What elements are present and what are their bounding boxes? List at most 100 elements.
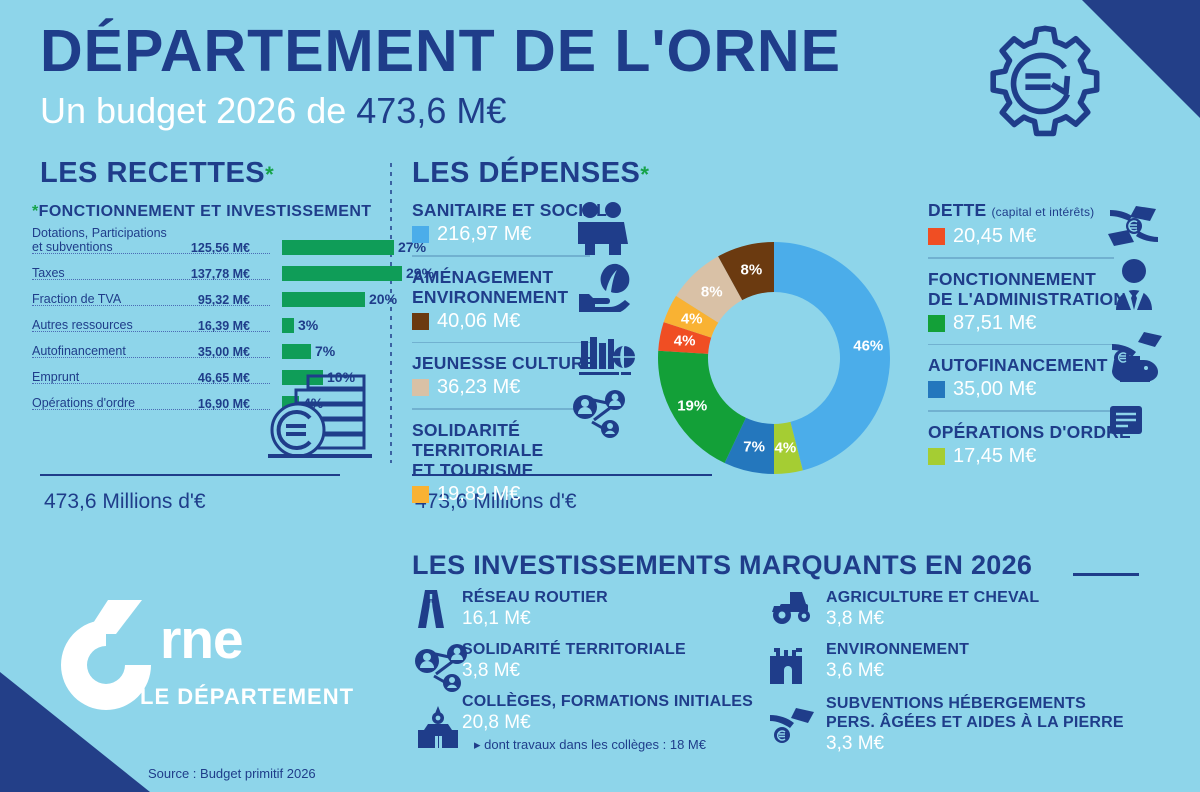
depenses-legend-item: DETTE (capital et intérêts) 20,45 M€ <box>928 200 1138 259</box>
investissement-amount: 20,8 M€ <box>462 712 531 733</box>
investissement-label: ENVIRONNEMENT <box>826 641 970 658</box>
depenses-legend-label: OPÉRATIONS D'ORDRE <box>928 421 1131 442</box>
depenses-total: 473,6 Millions d'€ <box>415 490 577 513</box>
corner-wedge-top-right <box>1082 0 1200 118</box>
depenses-legend-label: SANITAIRE ET SOCIAL <box>412 200 608 220</box>
depenses-heading-text: LES DÉPENSES <box>412 157 641 189</box>
depenses-legend-left: SANITAIRE ET SOCIAL 216,97 M€ AMÉNAGEMENT E… <box>412 200 635 506</box>
stack-of-coins-euro-icon <box>262 372 380 469</box>
donut-slice-label: 19% <box>677 397 708 415</box>
investissement-amount: 16,1 M€ <box>462 608 531 629</box>
recettes-row-amount: 46,65 M€ <box>197 371 250 385</box>
leader-dots <box>32 408 270 410</box>
order-operations-icon <box>1106 400 1146 445</box>
depenses-legend-swatch <box>928 447 945 465</box>
recettes-row-label: Autofinancement <box>32 344 126 358</box>
hands-coin-icon <box>1106 204 1164 255</box>
recettes-heading-star: * <box>265 162 275 187</box>
depenses-legend-label: DETTE (capital et intérêts) <box>928 200 1095 220</box>
recettes-row-bar <box>282 370 323 385</box>
depenses-legend-item: JEUNESSE CULTURE 36,23 M€ <box>412 353 612 410</box>
depenses-legend-label: FONCTIONNEMENT DE L'ADMINISTRATION <box>928 268 1127 309</box>
investissement-item: COLLÈGES, FORMATIONS INITIALES 20,8 M€ ▸ d… <box>414 692 753 766</box>
depenses-legend-amount: 35,00 M€ <box>953 378 1037 400</box>
recettes-row-label: Autres ressources <box>32 318 133 332</box>
recettes-subheading: *FONCTIONNEMENT ET INVESTISSEMENT <box>32 203 371 221</box>
depenses-legend-amount: 20,45 M€ <box>953 225 1037 247</box>
network-people-icon <box>572 390 628 445</box>
depenses-legend-divider <box>928 343 1114 345</box>
leader-dots <box>32 278 270 280</box>
recettes-row-percent: 20% <box>369 291 398 307</box>
depenses-total-rule <box>412 474 712 476</box>
logo-tagline: LE DÉPARTEMENT <box>140 684 355 709</box>
recettes-row-bar <box>282 318 294 333</box>
recettes-row-label: Dotations, Participations et subventions <box>32 226 167 254</box>
depenses-legend-amount: 36,23 M€ <box>437 376 521 398</box>
depenses-legend-item: SOLIDARITÉ TERRITORIALE ET TOURISME 19,89 M… <box>412 420 612 506</box>
subtitle-amount: 473,6 M€ <box>356 90 507 131</box>
depenses-donut-chart: 46% 4% 7% 19% 4% 4% 8% 8% <box>658 242 890 474</box>
two-people-icon <box>572 201 630 260</box>
donut-slice-label: 4% <box>774 439 797 457</box>
depenses-legend-divider <box>412 341 590 343</box>
depenses-legend-swatch <box>412 312 429 330</box>
section-heading-depenses: LES DÉPENSES* <box>412 157 649 190</box>
depenses-legend-right: DETTE (capital et intérêts) 20,45 M€ FONCT… <box>928 200 1162 468</box>
investissement-amount: 3,8 M€ <box>826 608 885 629</box>
depenses-legend-amount: 19,89 M€ <box>437 482 521 505</box>
investissement-amount: 3,3 M€ <box>826 733 885 754</box>
recettes-total: 473,6 Millions d'€ <box>44 490 206 513</box>
depenses-legend-swatch <box>412 226 429 243</box>
orne-o-icon <box>48 600 164 735</box>
investissement-item: SOLIDARITÉ TERRITORIALE 3,8 M€ <box>414 640 753 692</box>
recettes-row: Fraction de TVA 95,32 M€ 20% <box>32 290 397 311</box>
recettes-row: Autres ressources 16,39 M€ 3% <box>32 316 392 337</box>
investissements-list-left: RÉSEAU ROUTIER 16,1 M€ SOLIDARITÉ TERRITOR… <box>414 588 753 766</box>
depenses-legend-label: AMÉNAGEMENT ENVIRONNEMENT <box>412 266 569 307</box>
depenses-legend-item: AUTOFINANCEMENT 35,00 M€ <box>928 355 1138 412</box>
vertical-dotted-divider <box>390 163 392 463</box>
network-people-icon <box>414 644 470 699</box>
euro-gear-icon <box>975 20 1115 165</box>
depenses-legend-divider <box>412 255 590 257</box>
donut-slice-label: 4% <box>673 332 696 350</box>
donut-slice <box>774 242 890 471</box>
recettes-row-bar <box>282 292 365 307</box>
subtitle-prefix: Un budget 2026 de <box>40 90 357 131</box>
donut-slice <box>774 421 803 474</box>
depenses-legend-label: SOLIDARITÉ TERRITORIALE ET TOURISME <box>412 419 544 480</box>
books-globe-icon <box>577 335 635 384</box>
recettes-row-label: Taxes <box>32 266 65 280</box>
recettes-row-amount: 35,00 M€ <box>197 345 250 359</box>
depenses-legend-swatch <box>412 379 429 396</box>
investissement-label: SUBVENTIONS HÉBERGEMENTS PERS. ÂGÉES ET A… <box>826 695 1124 731</box>
school-icon <box>414 706 462 753</box>
recettes-row-amount: 137,78 M€ <box>190 267 250 281</box>
subheading-star: * <box>32 203 39 220</box>
source-note: Source : Budget primitif 2026 <box>148 766 316 781</box>
leader-dots <box>32 382 270 384</box>
recettes-heading-text: LES RECETTES <box>40 157 266 189</box>
depenses-legend-divider <box>412 408 590 410</box>
investissement-item: SUBVENTIONS HÉBERGEMENTS PERS. ÂGÉES ET A… <box>768 694 1124 756</box>
recettes-row-bar <box>282 266 402 281</box>
recettes-row: Emprunt 46,65 M€ 10% <box>32 368 392 389</box>
depenses-legend-item: FONCTIONNEMENT DE L'ADMINISTRATION 87,51 M… <box>928 268 1138 345</box>
recettes-row-percent: 7% <box>315 343 336 359</box>
recettes-row-amount: 16,90 M€ <box>197 397 250 411</box>
depenses-legend-swatch <box>928 228 945 245</box>
investissement-label: AGRICULTURE ET CHEVAL <box>826 589 1040 606</box>
section-heading-recettes: LES RECETTES* <box>40 157 274 190</box>
recettes-row-label: Emprunt <box>32 370 80 384</box>
tractor-icon <box>768 590 814 629</box>
donut-slice <box>718 242 774 301</box>
recettes-row-amount: 95,32 M€ <box>197 293 250 307</box>
investissements-heading: LES INVESTISSEMENTS MARQUANTS EN 2026 <box>412 550 1033 580</box>
investissement-label: COLLÈGES, FORMATIONS INITIALES <box>462 693 754 710</box>
businessman-icon <box>1108 258 1160 315</box>
depenses-legend-swatch <box>928 314 945 332</box>
investissement-item: ENVIRONNEMENT 3,6 M€ <box>768 640 1124 694</box>
depenses-heading-star: * <box>640 162 650 187</box>
